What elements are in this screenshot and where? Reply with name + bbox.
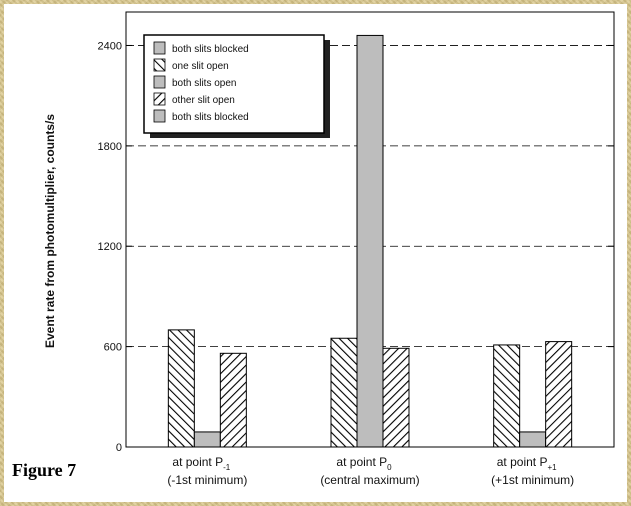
- y-tick-label: 2400: [98, 40, 122, 52]
- y-tick-label: 1200: [98, 241, 122, 253]
- bar: [494, 345, 520, 447]
- legend-swatch: [154, 93, 165, 105]
- legend-swatch: [154, 76, 165, 88]
- bar: [194, 432, 220, 447]
- legend-label: both slits blocked: [172, 44, 249, 55]
- legend: both slits blocked one slit open both slit…: [144, 35, 330, 138]
- category-label: at point P-1: [172, 455, 230, 472]
- legend-swatch: [154, 42, 165, 54]
- bar: [546, 342, 572, 447]
- category-label-text: at point P: [336, 455, 387, 469]
- legend-label: both slits open: [172, 78, 237, 89]
- bar: [331, 338, 357, 447]
- legend-label: other slit open: [172, 95, 235, 106]
- legend-swatch: [154, 110, 165, 122]
- bar: [220, 353, 246, 447]
- category-label-subscript: +1: [547, 463, 557, 472]
- bar: [168, 330, 194, 447]
- legend-swatch: [154, 59, 165, 71]
- y-axis-label: Event rate from photomultiplier, counts/…: [43, 114, 57, 348]
- category-sublabel: (-1st minimum): [167, 473, 247, 487]
- category-sublabel: (+1st minimum): [491, 473, 574, 487]
- category-label-text: at point P: [172, 455, 223, 469]
- bar: [520, 432, 546, 447]
- figure-frame: 0 600 1200 1800 2400 Event rate from photomu…: [4, 4, 627, 502]
- y-tick-label: 600: [104, 342, 122, 354]
- category-sublabel: (central maximum): [320, 473, 419, 487]
- category-label: at point P+1: [497, 455, 557, 472]
- figure-label: Figure 7: [12, 460, 76, 480]
- category-label-subscript: 0: [387, 463, 392, 472]
- bar: [357, 35, 383, 447]
- category-label-subscript: -1: [223, 463, 231, 472]
- y-tick-label: 0: [116, 442, 122, 454]
- category-label: at point P0: [336, 455, 392, 472]
- legend-label: one slit open: [172, 61, 229, 72]
- category-label-text: at point P: [497, 455, 548, 469]
- bar-chart: 0 600 1200 1800 2400 Event rate from photomu…: [4, 4, 627, 502]
- bar: [383, 348, 409, 447]
- legend-label: both slits blocked: [172, 112, 249, 123]
- y-tick-label: 1800: [98, 141, 122, 153]
- category-labels: at point P-1(-1st minimum)at point P0(ce…: [167, 455, 574, 487]
